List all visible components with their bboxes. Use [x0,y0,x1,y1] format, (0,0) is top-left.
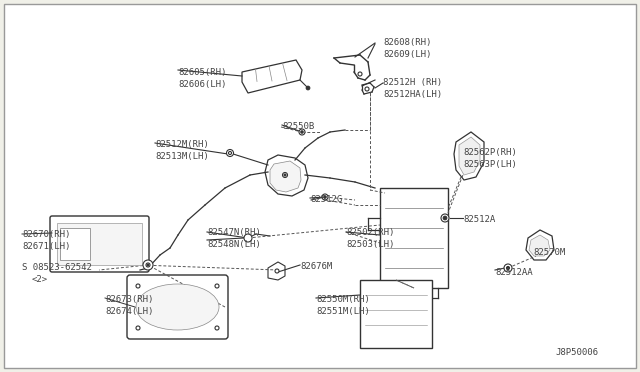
Text: 82671(LH): 82671(LH) [22,242,70,251]
Circle shape [244,234,252,242]
Circle shape [146,263,150,267]
Text: 82512AA: 82512AA [495,268,532,277]
Polygon shape [529,235,550,256]
Circle shape [365,87,369,91]
FancyBboxPatch shape [50,216,149,272]
Polygon shape [242,60,302,93]
Text: J8P50006: J8P50006 [555,348,598,357]
Text: 82547N(RH): 82547N(RH) [207,228,260,237]
Text: S 08523-62542: S 08523-62542 [22,263,92,272]
Circle shape [275,269,279,273]
Circle shape [136,326,140,330]
Circle shape [215,284,219,288]
Circle shape [282,173,287,177]
Circle shape [324,196,326,198]
Circle shape [322,194,328,200]
Text: 82673(RH): 82673(RH) [105,295,154,304]
Text: 82502(RH): 82502(RH) [346,228,394,237]
Text: 82606(LH): 82606(LH) [178,80,227,89]
Circle shape [136,284,140,288]
Polygon shape [270,161,301,192]
Circle shape [284,174,286,176]
Text: 82512H (RH): 82512H (RH) [383,78,442,87]
Circle shape [143,260,153,270]
Text: 82550B: 82550B [282,122,314,131]
Text: 82548N(LH): 82548N(LH) [207,240,260,249]
Text: 82609(LH): 82609(LH) [383,50,431,59]
Ellipse shape [136,284,219,330]
Circle shape [301,131,303,133]
Circle shape [299,129,305,135]
Circle shape [358,72,362,76]
Text: 82605(RH): 82605(RH) [178,68,227,77]
Text: 82676M: 82676M [300,262,332,271]
Text: 82551M(LH): 82551M(LH) [316,307,370,316]
Circle shape [215,326,219,330]
Polygon shape [459,137,480,175]
Text: 82512M(RH): 82512M(RH) [155,140,209,149]
FancyBboxPatch shape [127,275,228,339]
Polygon shape [268,262,285,280]
Circle shape [227,150,234,157]
Text: 82503(LH): 82503(LH) [346,240,394,249]
Text: 82608(RH): 82608(RH) [383,38,431,47]
Circle shape [306,86,310,90]
Bar [360,280,432,348]
Polygon shape [526,230,554,260]
Bar [380,188,448,288]
Text: 82570M: 82570M [533,248,565,257]
Text: 82512HA(LH): 82512HA(LH) [383,90,442,99]
Text: <2>: <2> [32,275,48,284]
Bar [57,223,142,265]
Polygon shape [454,132,484,180]
Circle shape [441,214,449,222]
Bar [60,228,90,260]
Circle shape [506,266,509,269]
Circle shape [228,151,232,154]
Text: 82563P(LH): 82563P(LH) [463,160,516,169]
Text: 82670(RH): 82670(RH) [22,230,70,239]
Circle shape [504,264,512,272]
Text: 82550M(RH): 82550M(RH) [316,295,370,304]
Text: 82513M(LH): 82513M(LH) [155,152,209,161]
Circle shape [443,216,447,220]
Text: 82562P(RH): 82562P(RH) [463,148,516,157]
Circle shape [147,264,149,266]
Polygon shape [265,155,308,196]
Text: 82674(LH): 82674(LH) [105,307,154,316]
Text: 82512G: 82512G [310,195,342,204]
Text: 82512A: 82512A [463,215,495,224]
